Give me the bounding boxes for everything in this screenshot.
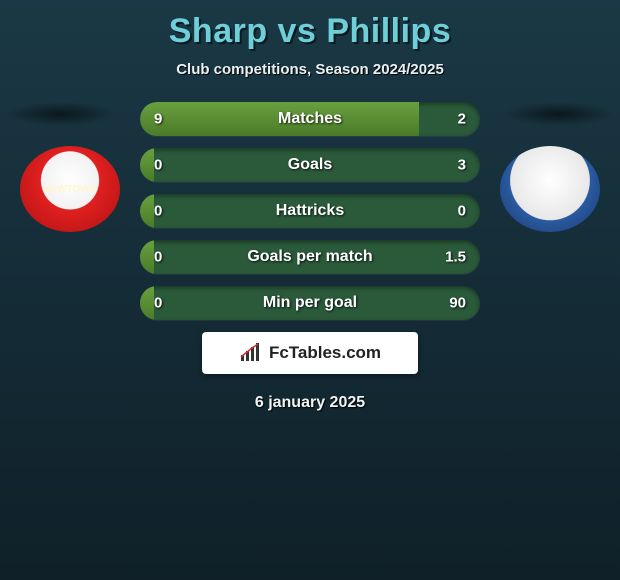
stat-right-value: 2: [458, 111, 466, 128]
branding-box[interactable]: FcTables.com: [202, 332, 418, 374]
comparison-stage: NEWTOWN 9 Matches 2 0 Goals 3 0 Hattrick…: [0, 102, 620, 412]
stat-fill: [140, 240, 154, 274]
stat-right-value: 1.5: [445, 249, 466, 266]
stat-left-value: 0: [154, 203, 162, 220]
club-crest-right: [500, 146, 600, 232]
stat-right-value: 90: [449, 295, 466, 312]
stat-left-value: 0: [154, 249, 162, 266]
stat-label: Goals per match: [247, 248, 372, 266]
stat-label: Hattricks: [276, 202, 344, 220]
stat-right-value: 3: [458, 157, 466, 174]
stat-fill: [140, 286, 154, 320]
stat-row-matches: 9 Matches 2: [140, 102, 480, 136]
shadow-right: [504, 102, 614, 126]
stat-row-goals-per-match: 0 Goals per match 1.5: [140, 240, 480, 274]
crest-left-label: NEWTOWN: [43, 184, 97, 195]
stat-fill: [140, 148, 154, 182]
stat-right-value: 0: [458, 203, 466, 220]
stat-left-value: 0: [154, 157, 162, 174]
stat-row-goals: 0 Goals 3: [140, 148, 480, 182]
page-subtitle: Club competitions, Season 2024/2025: [0, 61, 620, 78]
chart-icon: [239, 343, 263, 363]
stat-label: Min per goal: [263, 294, 357, 312]
stat-row-hattricks: 0 Hattricks 0: [140, 194, 480, 228]
page-title: Sharp vs Phillips: [0, 0, 620, 51]
club-crest-left: NEWTOWN: [20, 146, 120, 232]
branding-text: FcTables.com: [269, 343, 381, 363]
stat-label: Goals: [288, 156, 332, 174]
shadow-left: [6, 102, 116, 126]
stat-left-value: 9: [154, 111, 162, 128]
stat-label: Matches: [278, 110, 342, 128]
date-text: 6 january 2025: [0, 394, 620, 412]
stat-fill: [140, 194, 154, 228]
stat-left-value: 0: [154, 295, 162, 312]
stat-row-min-per-goal: 0 Min per goal 90: [140, 286, 480, 320]
stat-bars: 9 Matches 2 0 Goals 3 0 Hattricks 0 0 Go…: [140, 102, 480, 320]
